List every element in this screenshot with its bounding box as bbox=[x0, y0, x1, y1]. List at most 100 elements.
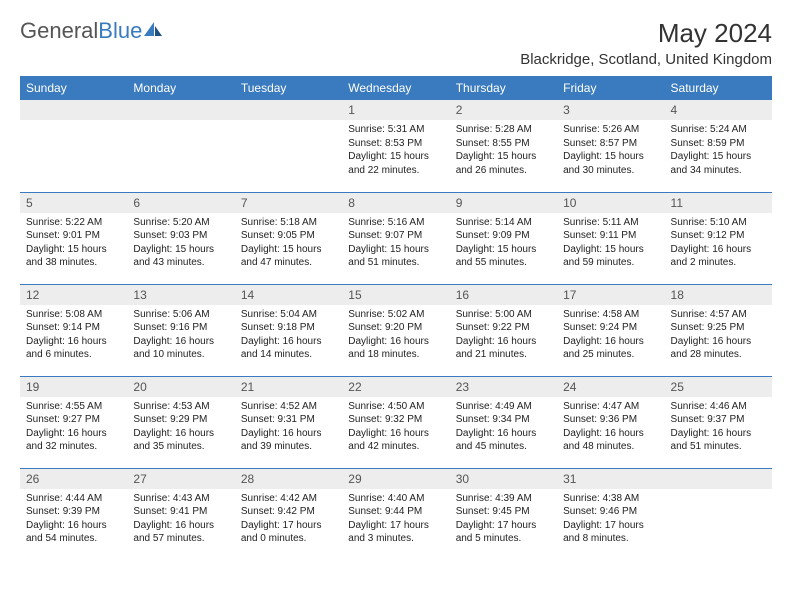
sunset-text: Sunset: 9:41 PM bbox=[133, 505, 228, 519]
sunset-text: Sunset: 9:42 PM bbox=[241, 505, 336, 519]
day-body: Sunrise: 5:22 AMSunset: 9:01 PMDaylight:… bbox=[20, 213, 127, 272]
sunrise-text: Sunrise: 4:55 AM bbox=[26, 400, 121, 414]
sunrise-text: Sunrise: 5:18 AM bbox=[241, 216, 336, 230]
day-body: Sunrise: 5:18 AMSunset: 9:05 PMDaylight:… bbox=[235, 213, 342, 272]
daylight-text: Daylight: 16 hours and 21 minutes. bbox=[456, 335, 551, 362]
day-body: Sunrise: 5:08 AMSunset: 9:14 PMDaylight:… bbox=[20, 305, 127, 364]
daylight-text: Daylight: 17 hours and 0 minutes. bbox=[241, 519, 336, 546]
header: GeneralBlue May 2024 Blackridge, Scotlan… bbox=[20, 18, 772, 68]
sunset-text: Sunset: 9:25 PM bbox=[671, 321, 766, 335]
sunrise-text: Sunrise: 5:02 AM bbox=[348, 308, 443, 322]
calendar-cell: 12Sunrise: 5:08 AMSunset: 9:14 PMDayligh… bbox=[20, 284, 127, 376]
day-number: 10 bbox=[557, 193, 664, 213]
sunrise-text: Sunrise: 4:42 AM bbox=[241, 492, 336, 506]
daylight-text: Daylight: 16 hours and 54 minutes. bbox=[26, 519, 121, 546]
daylight-text: Daylight: 16 hours and 14 minutes. bbox=[241, 335, 336, 362]
day-body: Sunrise: 4:44 AMSunset: 9:39 PMDaylight:… bbox=[20, 489, 127, 548]
day-number: 4 bbox=[665, 100, 772, 120]
calendar-cell: 11Sunrise: 5:10 AMSunset: 9:12 PMDayligh… bbox=[665, 192, 772, 284]
sunset-text: Sunset: 9:46 PM bbox=[563, 505, 658, 519]
brand-logo: GeneralBlue bbox=[20, 18, 164, 44]
sunset-text: Sunset: 8:57 PM bbox=[563, 137, 658, 151]
calendar-cell: 27Sunrise: 4:43 AMSunset: 9:41 PMDayligh… bbox=[127, 468, 234, 560]
calendar-cell: 25Sunrise: 4:46 AMSunset: 9:37 PMDayligh… bbox=[665, 376, 772, 468]
day-body: Sunrise: 4:38 AMSunset: 9:46 PMDaylight:… bbox=[557, 489, 664, 548]
weekday-header: Sunday bbox=[20, 76, 127, 100]
day-number: 24 bbox=[557, 377, 664, 397]
title-block: May 2024 Blackridge, Scotland, United Ki… bbox=[520, 18, 772, 68]
day-number: 6 bbox=[127, 193, 234, 213]
day-number: 20 bbox=[127, 377, 234, 397]
weekday-header: Saturday bbox=[665, 76, 772, 100]
day-number: 1 bbox=[342, 100, 449, 120]
calendar-cell: 3Sunrise: 5:26 AMSunset: 8:57 PMDaylight… bbox=[557, 100, 664, 192]
sunset-text: Sunset: 9:16 PM bbox=[133, 321, 228, 335]
daylight-text: Daylight: 15 hours and 47 minutes. bbox=[241, 243, 336, 270]
calendar-cell: 20Sunrise: 4:53 AMSunset: 9:29 PMDayligh… bbox=[127, 376, 234, 468]
day-number: 23 bbox=[450, 377, 557, 397]
sunrise-text: Sunrise: 4:46 AM bbox=[671, 400, 766, 414]
day-number bbox=[665, 469, 772, 489]
day-body: Sunrise: 4:47 AMSunset: 9:36 PMDaylight:… bbox=[557, 397, 664, 456]
sunrise-text: Sunrise: 5:10 AM bbox=[671, 216, 766, 230]
calendar-week: 12Sunrise: 5:08 AMSunset: 9:14 PMDayligh… bbox=[20, 284, 772, 376]
calendar-cell: 31Sunrise: 4:38 AMSunset: 9:46 PMDayligh… bbox=[557, 468, 664, 560]
sunset-text: Sunset: 9:44 PM bbox=[348, 505, 443, 519]
calendar-cell: 28Sunrise: 4:42 AMSunset: 9:42 PMDayligh… bbox=[235, 468, 342, 560]
day-number: 21 bbox=[235, 377, 342, 397]
day-body: Sunrise: 5:16 AMSunset: 9:07 PMDaylight:… bbox=[342, 213, 449, 272]
daylight-text: Daylight: 15 hours and 22 minutes. bbox=[348, 150, 443, 177]
calendar-cell bbox=[235, 100, 342, 192]
calendar-cell: 26Sunrise: 4:44 AMSunset: 9:39 PMDayligh… bbox=[20, 468, 127, 560]
sunset-text: Sunset: 9:27 PM bbox=[26, 413, 121, 427]
calendar-cell: 29Sunrise: 4:40 AMSunset: 9:44 PMDayligh… bbox=[342, 468, 449, 560]
daylight-text: Daylight: 16 hours and 28 minutes. bbox=[671, 335, 766, 362]
day-body: Sunrise: 4:46 AMSunset: 9:37 PMDaylight:… bbox=[665, 397, 772, 456]
sunset-text: Sunset: 9:32 PM bbox=[348, 413, 443, 427]
day-body: Sunrise: 5:28 AMSunset: 8:55 PMDaylight:… bbox=[450, 120, 557, 179]
day-body: Sunrise: 5:20 AMSunset: 9:03 PMDaylight:… bbox=[127, 213, 234, 272]
calendar-page: GeneralBlue May 2024 Blackridge, Scotlan… bbox=[0, 0, 792, 570]
sunrise-text: Sunrise: 5:22 AM bbox=[26, 216, 121, 230]
calendar-cell: 9Sunrise: 5:14 AMSunset: 9:09 PMDaylight… bbox=[450, 192, 557, 284]
sunset-text: Sunset: 9:14 PM bbox=[26, 321, 121, 335]
sunset-text: Sunset: 8:53 PM bbox=[348, 137, 443, 151]
weekday-header: Friday bbox=[557, 76, 664, 100]
day-number: 13 bbox=[127, 285, 234, 305]
daylight-text: Daylight: 16 hours and 10 minutes. bbox=[133, 335, 228, 362]
daylight-text: Daylight: 15 hours and 59 minutes. bbox=[563, 243, 658, 270]
day-body: Sunrise: 5:06 AMSunset: 9:16 PMDaylight:… bbox=[127, 305, 234, 364]
calendar-week: 26Sunrise: 4:44 AMSunset: 9:39 PMDayligh… bbox=[20, 468, 772, 560]
day-number: 9 bbox=[450, 193, 557, 213]
day-body: Sunrise: 5:31 AMSunset: 8:53 PMDaylight:… bbox=[342, 120, 449, 179]
daylight-text: Daylight: 15 hours and 55 minutes. bbox=[456, 243, 551, 270]
sunrise-text: Sunrise: 5:08 AM bbox=[26, 308, 121, 322]
day-body: Sunrise: 4:42 AMSunset: 9:42 PMDaylight:… bbox=[235, 489, 342, 548]
daylight-text: Daylight: 16 hours and 48 minutes. bbox=[563, 427, 658, 454]
sunset-text: Sunset: 9:36 PM bbox=[563, 413, 658, 427]
day-body: Sunrise: 5:04 AMSunset: 9:18 PMDaylight:… bbox=[235, 305, 342, 364]
calendar-cell bbox=[20, 100, 127, 192]
daylight-text: Daylight: 16 hours and 18 minutes. bbox=[348, 335, 443, 362]
day-number: 22 bbox=[342, 377, 449, 397]
day-body: Sunrise: 4:39 AMSunset: 9:45 PMDaylight:… bbox=[450, 489, 557, 548]
day-number bbox=[127, 100, 234, 120]
calendar-cell: 19Sunrise: 4:55 AMSunset: 9:27 PMDayligh… bbox=[20, 376, 127, 468]
month-title: May 2024 bbox=[520, 18, 772, 49]
sunset-text: Sunset: 9:03 PM bbox=[133, 229, 228, 243]
sunrise-text: Sunrise: 5:11 AM bbox=[563, 216, 658, 230]
sunrise-text: Sunrise: 4:47 AM bbox=[563, 400, 658, 414]
calendar-cell: 6Sunrise: 5:20 AMSunset: 9:03 PMDaylight… bbox=[127, 192, 234, 284]
sunrise-text: Sunrise: 5:28 AM bbox=[456, 123, 551, 137]
day-number bbox=[235, 100, 342, 120]
daylight-text: Daylight: 16 hours and 57 minutes. bbox=[133, 519, 228, 546]
day-body: Sunrise: 5:02 AMSunset: 9:20 PMDaylight:… bbox=[342, 305, 449, 364]
sunset-text: Sunset: 9:01 PM bbox=[26, 229, 121, 243]
sunset-text: Sunset: 9:31 PM bbox=[241, 413, 336, 427]
sunset-text: Sunset: 9:37 PM bbox=[671, 413, 766, 427]
day-number: 17 bbox=[557, 285, 664, 305]
calendar-cell: 10Sunrise: 5:11 AMSunset: 9:11 PMDayligh… bbox=[557, 192, 664, 284]
calendar-body: 1Sunrise: 5:31 AMSunset: 8:53 PMDaylight… bbox=[20, 100, 772, 560]
sunrise-text: Sunrise: 4:57 AM bbox=[671, 308, 766, 322]
day-number: 27 bbox=[127, 469, 234, 489]
